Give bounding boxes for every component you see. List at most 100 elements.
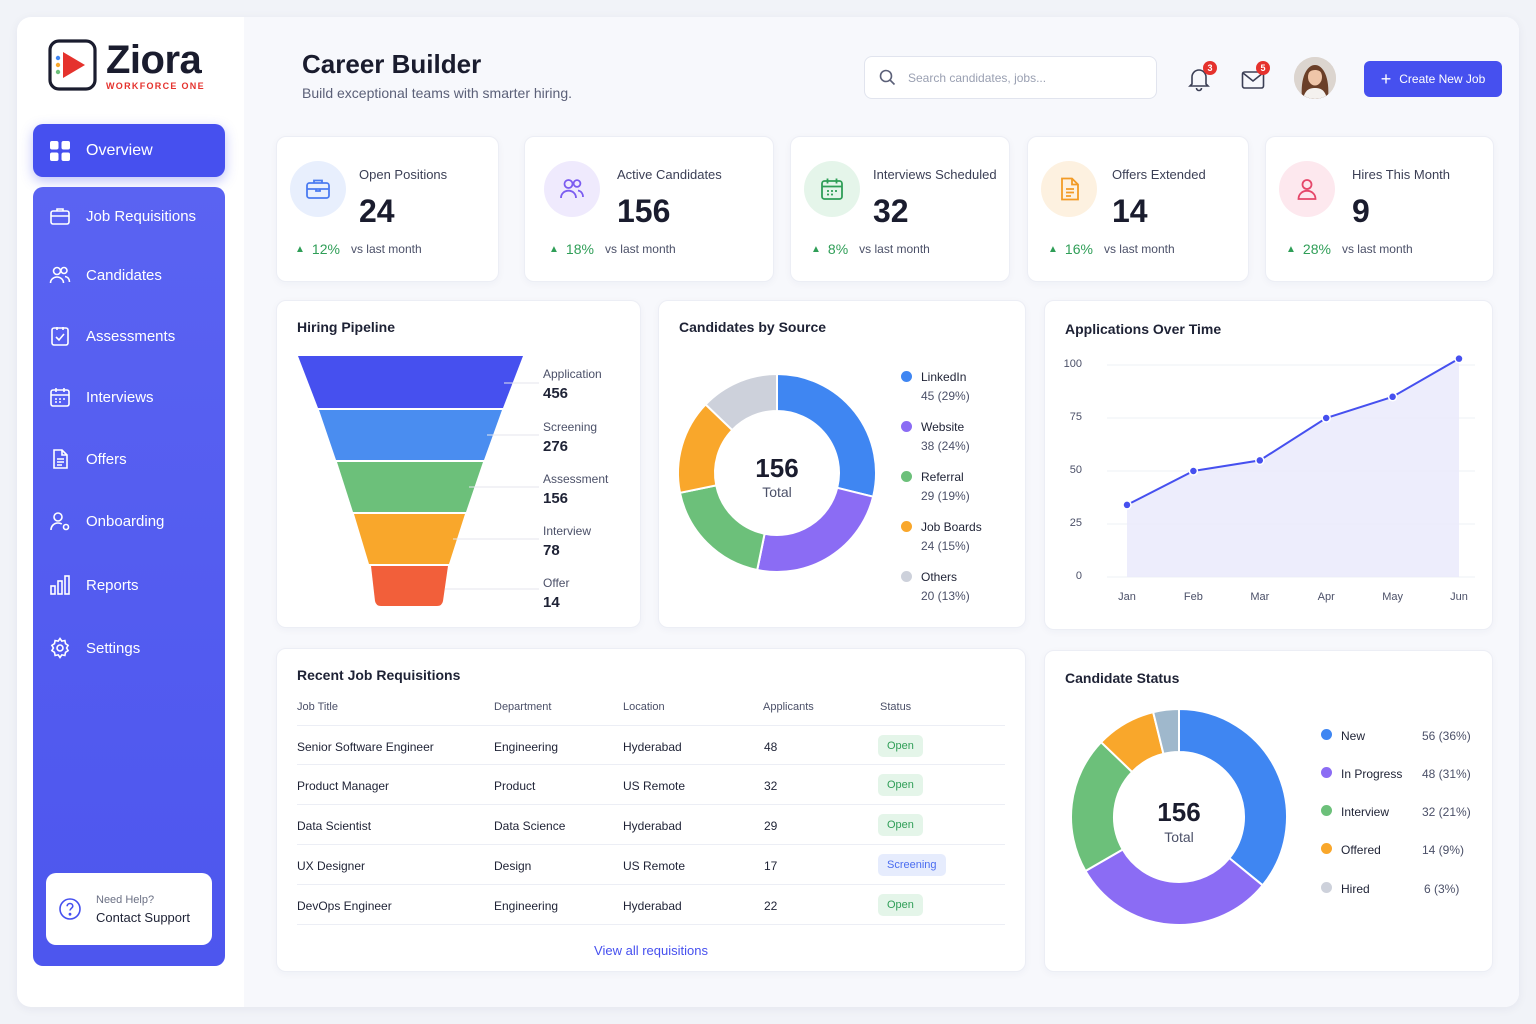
sidebar-item-settings[interactable]: Settings [49, 637, 140, 659]
stat-value: 32 [873, 193, 909, 229]
candidates-by-source-card: Candidates by Source 156 Total LinkedIn … [658, 300, 1026, 628]
data-point-mar[interactable] [1255, 455, 1265, 466]
cell-department: Engineering [494, 899, 559, 913]
brand-logo[interactable]: Ziora WORKFORCE ONE [48, 38, 205, 92]
funnel-value: 78 [543, 542, 560, 559]
legend-value: 48 (31%) [1422, 767, 1471, 781]
funnel-label: Offer [543, 576, 570, 590]
cell-location: Hyderabad [623, 819, 682, 833]
create-new-job-label: Create New Job [1399, 72, 1486, 86]
sidebar-item-interviews[interactable]: Interviews [49, 386, 154, 408]
card-title: Recent Job Requisitions [297, 667, 461, 683]
funnel-label: Screening [543, 420, 598, 434]
sidebar-item-label: Assessments [86, 327, 176, 345]
stat-value: 14 [1112, 193, 1148, 229]
cell-job-title: Senior Software Engineer [297, 740, 434, 754]
column-header[interactable]: Department [494, 701, 552, 713]
data-point-jun[interactable] [1454, 353, 1464, 364]
x-tick-label: Jan [1118, 591, 1136, 603]
briefcase-icon [50, 208, 70, 225]
sidebar-item-onboarding[interactable]: Onboarding [49, 510, 164, 532]
data-point-apr[interactable] [1321, 413, 1331, 423]
donut-slices [677, 372, 877, 573]
funnel-stage-assessment[interactable] [337, 462, 483, 512]
grid-icon [50, 140, 70, 161]
sidebar-item-label: Interviews [86, 388, 154, 406]
stat-icon-wrap [544, 161, 600, 217]
trend-compare: vs last month [859, 242, 930, 256]
legend-value: 45 (29%) [921, 389, 970, 403]
legend-name: Referral [921, 470, 964, 484]
stat-card-offers-extended[interactable]: Offers Extended 14 ▲ 16% vs last month [1027, 136, 1249, 282]
funnel-value: 156 [543, 490, 569, 507]
donut-slice-in-progress[interactable] [1084, 848, 1265, 926]
help-card[interactable]: Need Help? Contact Support [46, 873, 212, 945]
data-point-may[interactable] [1387, 392, 1398, 402]
legend-name: In Progress [1341, 767, 1403, 781]
search-box[interactable] [864, 56, 1157, 99]
data-point-feb[interactable] [1188, 466, 1199, 476]
funnel-stage-offer[interactable] [371, 566, 448, 606]
donut-slice-hired[interactable] [1151, 707, 1180, 756]
stat-card-interviews-scheduled[interactable]: Interviews Scheduled 32 ▲ 8% vs last month [790, 136, 1010, 282]
notifications-badge: 3 [1203, 61, 1217, 75]
cell-applicants: 32 [764, 779, 778, 793]
funnel-stage-screening[interactable] [319, 410, 502, 460]
legend-dot [901, 421, 912, 432]
status-badge: Open [878, 735, 923, 757]
stat-card-hires-this-month[interactable]: Hires This Month 9 ▲ 28% vs last month [1265, 136, 1494, 282]
brand-name: Ziora [106, 37, 202, 82]
funnel-stage-interview[interactable] [354, 514, 465, 564]
view-all-requisitions-link[interactable]: View all requisitions [594, 943, 708, 958]
column-header[interactable]: Job Title [297, 701, 338, 713]
x-tick-label: Apr [1317, 591, 1335, 603]
sidebar-item-candidates[interactable]: Candidates [49, 264, 162, 286]
legend-value: 24 (15%) [921, 539, 970, 553]
cell-location: US Remote [623, 859, 686, 873]
legend-name: LinkedIn [921, 370, 967, 384]
column-header[interactable]: Applicants [763, 701, 814, 713]
stat-trend: ▲ 8% vs last month [811, 241, 930, 257]
trend-compare: vs last month [1103, 242, 1175, 256]
donut-slice-new[interactable] [1178, 707, 1288, 887]
sidebar-item-overview[interactable]: Overview [33, 124, 225, 177]
stat-card-active-candidates[interactable]: Active Candidates 156 ▲ 18% vs last month [524, 136, 774, 282]
donut-total: 156 [755, 453, 799, 483]
bell-icon[interactable] [1186, 66, 1212, 92]
column-header[interactable]: Status [880, 701, 912, 713]
donut-slice-website[interactable] [756, 486, 875, 573]
legend-dot [1321, 805, 1332, 816]
trend-compare: vs last month [1341, 242, 1413, 256]
series-line [1126, 357, 1460, 506]
cell-department: Engineering [494, 740, 559, 754]
help-title: Need Help? [96, 893, 155, 906]
contact-support-link[interactable]: Contact Support [96, 909, 190, 925]
row-divider [297, 844, 1005, 845]
create-new-job-button[interactable]: + Create New Job [1364, 61, 1502, 97]
stat-icon-wrap [1041, 161, 1097, 217]
calendar-icon [821, 178, 843, 200]
stat-value: 156 [617, 193, 671, 229]
funnel-value: 276 [543, 438, 569, 455]
funnel-stage-application[interactable] [298, 356, 523, 408]
card-title: Hiring Pipeline [297, 319, 396, 335]
legend-name: New [1341, 729, 1366, 743]
trend-compare: vs last month [350, 242, 422, 256]
data-point-jan[interactable] [1122, 500, 1132, 510]
avatar[interactable] [1294, 57, 1336, 99]
status-donut-chart [1070, 707, 1288, 926]
sidebar-item-job-requisitions[interactable]: Job Requisitions [49, 205, 196, 227]
mail-icon[interactable] [1240, 67, 1266, 93]
cell-job-title: DevOps Engineer [297, 899, 392, 913]
search-icon [879, 69, 896, 86]
stat-card-open-positions[interactable]: Open Positions 24 ▲ 12% vs last month [276, 136, 499, 282]
legend-value: 14 (9%) [1422, 843, 1465, 857]
donut-slice-others[interactable] [704, 372, 778, 432]
sidebar-item-reports[interactable]: Reports [49, 574, 139, 596]
funnel-label: Interview [543, 524, 592, 538]
column-header[interactable]: Location [623, 701, 665, 713]
sidebar-item-assessments[interactable]: Assessments [49, 325, 175, 347]
y-tick-label: 50 [1069, 464, 1082, 476]
search-input[interactable] [908, 70, 1138, 85]
sidebar-item-offers[interactable]: Offers [49, 448, 127, 470]
